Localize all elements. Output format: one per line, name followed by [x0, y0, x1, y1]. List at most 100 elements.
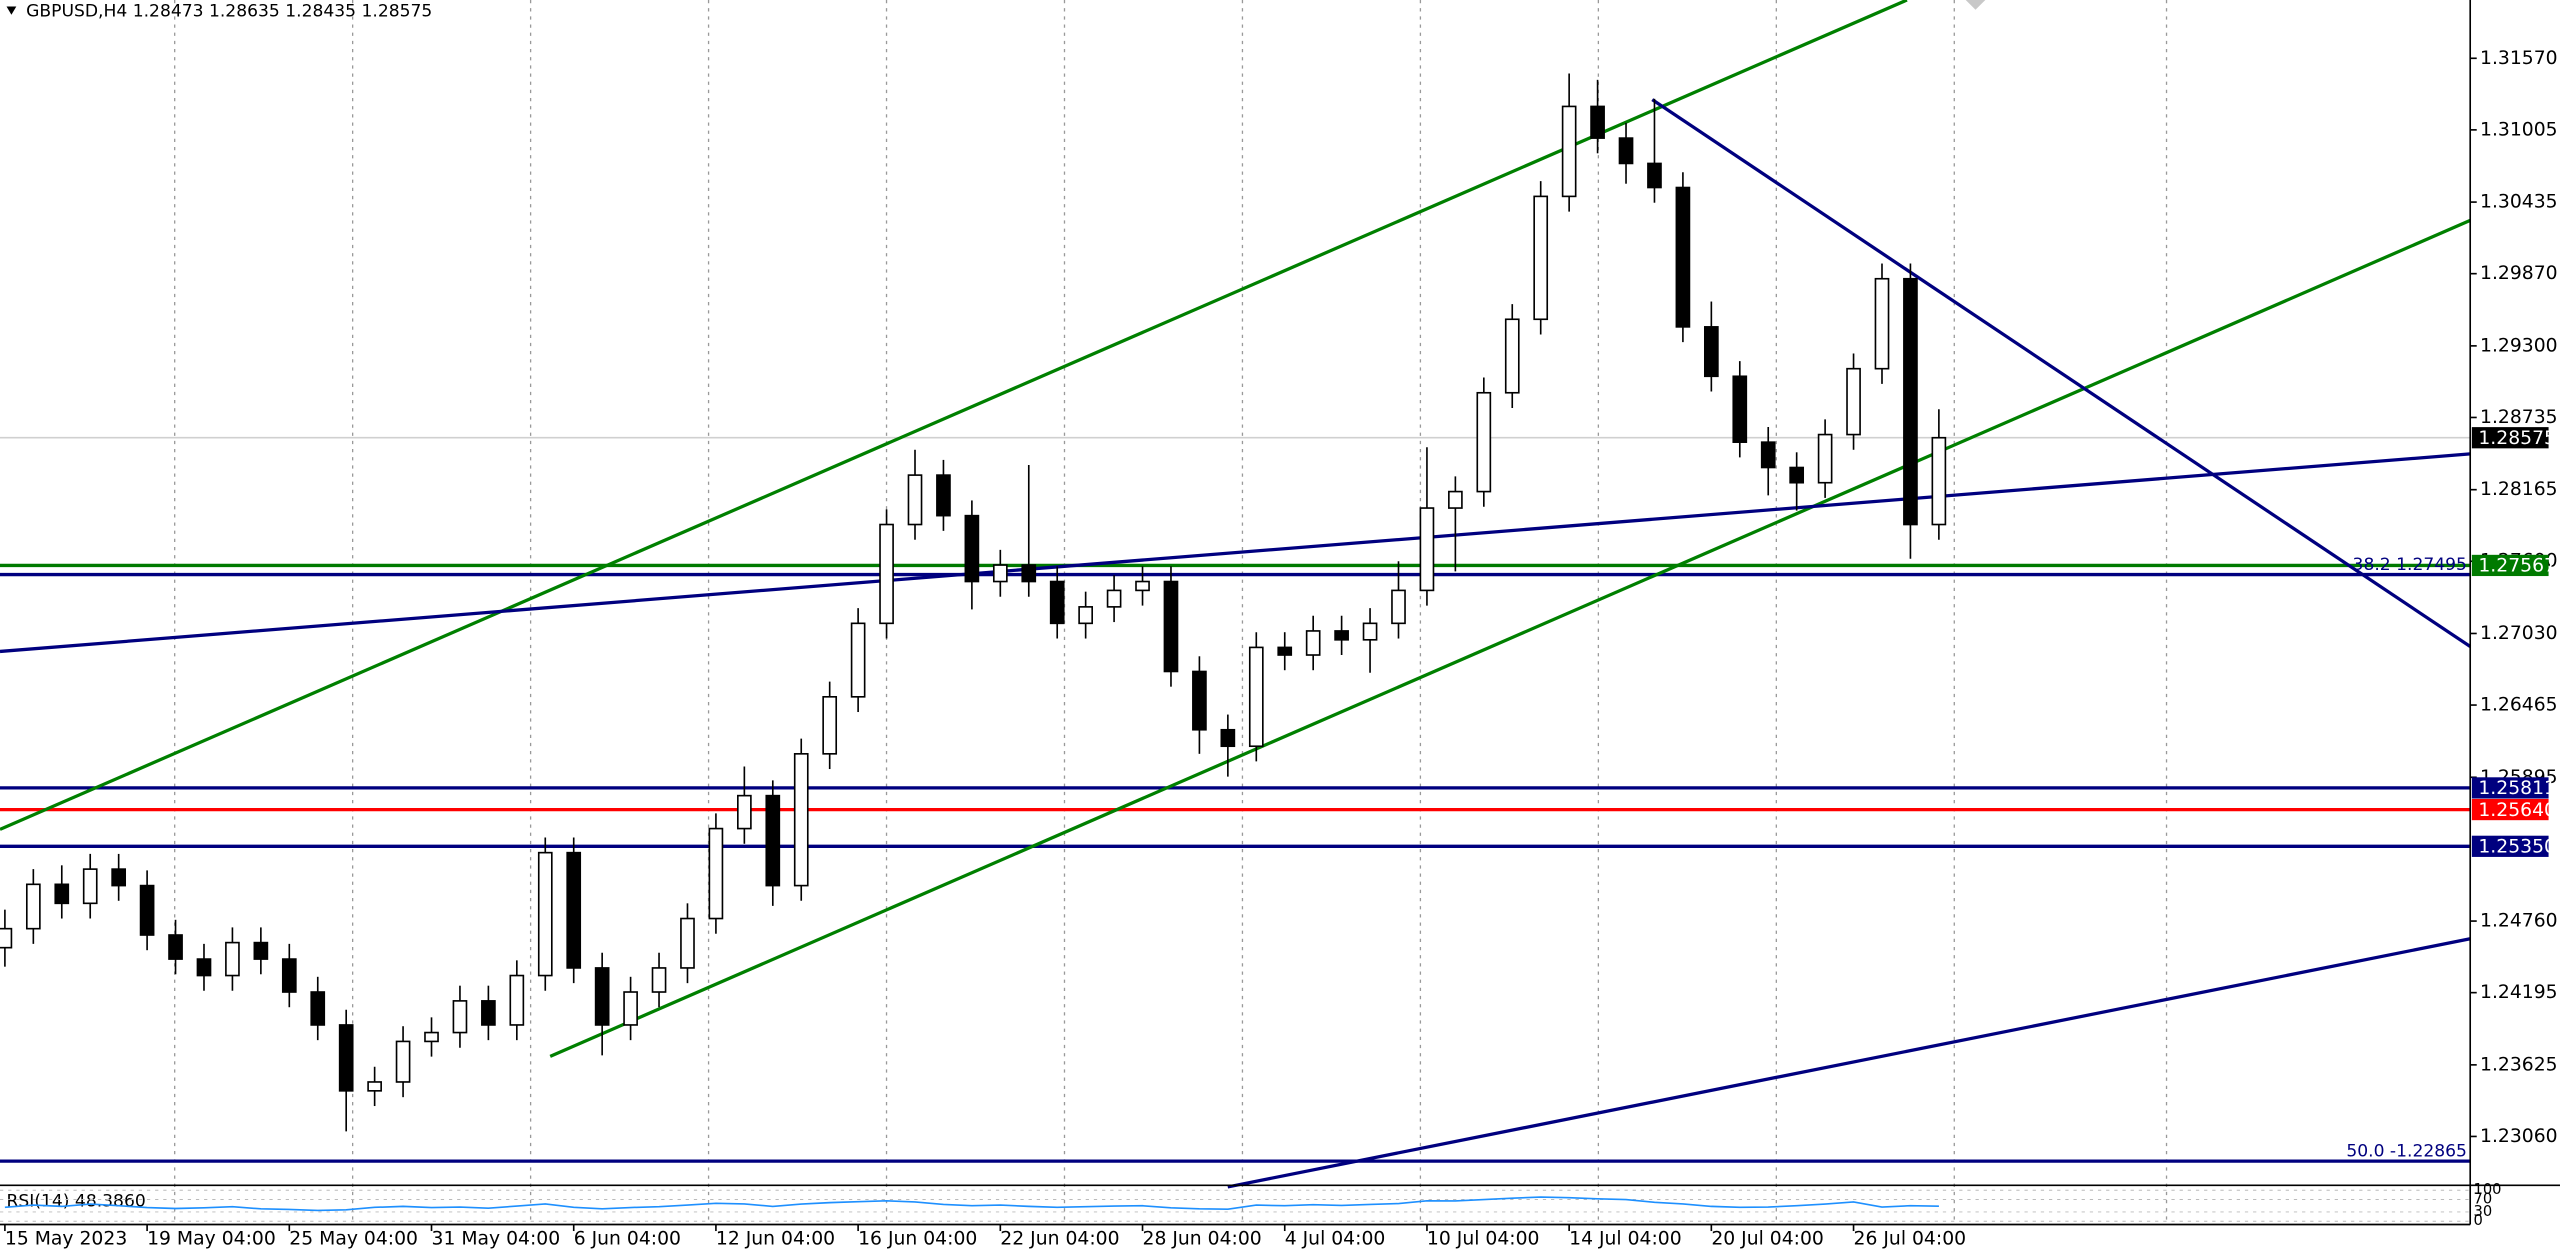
object-marker — [1965, 0, 1986, 10]
trend-line — [0, 0, 1908, 831]
price-tag-label: 1.25640 — [2478, 800, 2556, 821]
candle-body — [1647, 162, 1662, 189]
price-tag — [2471, 798, 2549, 821]
candle-body — [964, 514, 980, 583]
candle-body — [424, 1031, 439, 1043]
fib-label: 50.0 -1.22865 — [2346, 1141, 2467, 1161]
y-tick-label: 1.28165 — [2480, 479, 2558, 500]
candle-body — [168, 934, 183, 960]
rsi-tick-label: 0 — [2473, 1212, 2482, 1229]
candle-body — [1675, 186, 1691, 328]
candle-body — [1618, 137, 1634, 165]
candle-body — [537, 851, 553, 977]
trend-line — [1651, 98, 2472, 648]
trend-lines — [0, 0, 2472, 1189]
candle-body — [793, 753, 809, 887]
candle-body — [1504, 318, 1520, 394]
candle-body — [936, 474, 951, 517]
candle-body — [281, 958, 297, 993]
candle-body — [1106, 589, 1122, 608]
candle-body — [310, 991, 326, 1026]
candle-body — [225, 941, 240, 977]
rsi-title: RSI(14) 48.3860 — [7, 1192, 146, 1212]
candle-body — [1703, 326, 1719, 378]
price-tag — [2471, 554, 2549, 577]
price-tag-label: 1.27567 — [2478, 556, 2556, 577]
levels: 38.2 1.27495 50.0 -1.22865 — [0, 436, 2471, 1163]
candle-body — [1931, 436, 1947, 526]
x-tick-label: 19 May 04:00 — [147, 1229, 276, 1249]
candle-body — [594, 967, 610, 1026]
candle-body — [566, 851, 582, 969]
candle-body — [1334, 630, 1349, 641]
candle-body — [1021, 564, 1037, 583]
candle-body — [481, 1000, 496, 1026]
price-tag-label: 1.25811 — [2478, 778, 2556, 799]
y-tick-label: 1.29870 — [2480, 263, 2558, 284]
y-tick-label: 1.23060 — [2480, 1126, 2558, 1147]
y-tick-label: 1.31005 — [2480, 119, 2558, 140]
candle-body — [111, 868, 127, 887]
candle-body — [680, 917, 695, 969]
x-tick-label: 4 Jul 04:00 — [1285, 1229, 1386, 1249]
x-tick-label: 31 May 04:00 — [432, 1229, 561, 1249]
candle-body — [1305, 630, 1321, 656]
candle-body — [1874, 277, 1890, 370]
candle-body — [1049, 580, 1065, 625]
rsi-line — [4, 1196, 1939, 1212]
candle-body — [651, 967, 667, 993]
candle-body — [1448, 490, 1463, 509]
trend-line — [549, 218, 2471, 1058]
candle-body — [1362, 622, 1378, 641]
candle-body — [82, 868, 98, 905]
y-tick-label: 1.28735 — [2480, 407, 2558, 428]
candle-body — [509, 974, 525, 1026]
price-tag-label: 1.28575 — [2478, 428, 2556, 449]
price-tag — [2471, 427, 2549, 449]
candle-body — [1903, 277, 1918, 526]
candle-body — [1561, 105, 1577, 198]
candle-body — [452, 1000, 468, 1034]
candle-body — [850, 622, 866, 698]
price-tag-label: 1.25350 — [2478, 837, 2556, 858]
rsi-tick-label: 70 — [2473, 1191, 2492, 1208]
candle-body — [139, 884, 155, 936]
x-tick-label: 28 Jun 04:00 — [1143, 1229, 1262, 1249]
x-tick-label: 16 Jun 04:00 — [858, 1229, 977, 1249]
x-tick-label: 12 Jun 04:00 — [716, 1229, 835, 1249]
y-tick-label: 1.31570 — [2480, 48, 2558, 69]
candle-body — [25, 883, 41, 930]
rsi-tick-label: 100 — [2473, 1181, 2501, 1198]
candle-body — [1391, 589, 1406, 625]
x-tick-label: 26 Jul 04:00 — [1854, 1229, 1967, 1249]
candle-body — [196, 958, 212, 977]
candle-body — [1533, 195, 1549, 321]
price-tag — [2471, 835, 2549, 857]
collapse-icon — [6, 6, 17, 15]
candle-body — [1789, 466, 1805, 484]
x-tick-label: 10 Jul 04:00 — [1427, 1229, 1540, 1249]
y-tick-label: 1.29300 — [2480, 335, 2558, 356]
y-tick-label: 1.27030 — [2480, 623, 2558, 644]
candle-body — [737, 794, 752, 830]
candle-body — [1817, 433, 1833, 484]
candle-body — [253, 941, 269, 960]
candle-body — [1419, 507, 1435, 592]
candle-body — [1732, 375, 1748, 443]
candle-body — [879, 523, 894, 625]
candle-body — [1163, 580, 1179, 673]
rsi-tick-label: 30 — [2473, 1203, 2492, 1220]
trend-line — [1227, 937, 2471, 1189]
candle-body — [54, 883, 70, 905]
candle-body — [623, 991, 638, 1026]
candle-body — [1590, 105, 1605, 139]
candle-body — [367, 1081, 382, 1092]
candle-body — [1476, 391, 1492, 493]
price-tag — [2471, 777, 2549, 799]
y-tick-label: 1.24195 — [2480, 982, 2558, 1003]
candle-body — [992, 564, 1008, 583]
y-tick-label: 1.23625 — [2480, 1054, 2558, 1075]
candle-body — [1220, 728, 1236, 748]
